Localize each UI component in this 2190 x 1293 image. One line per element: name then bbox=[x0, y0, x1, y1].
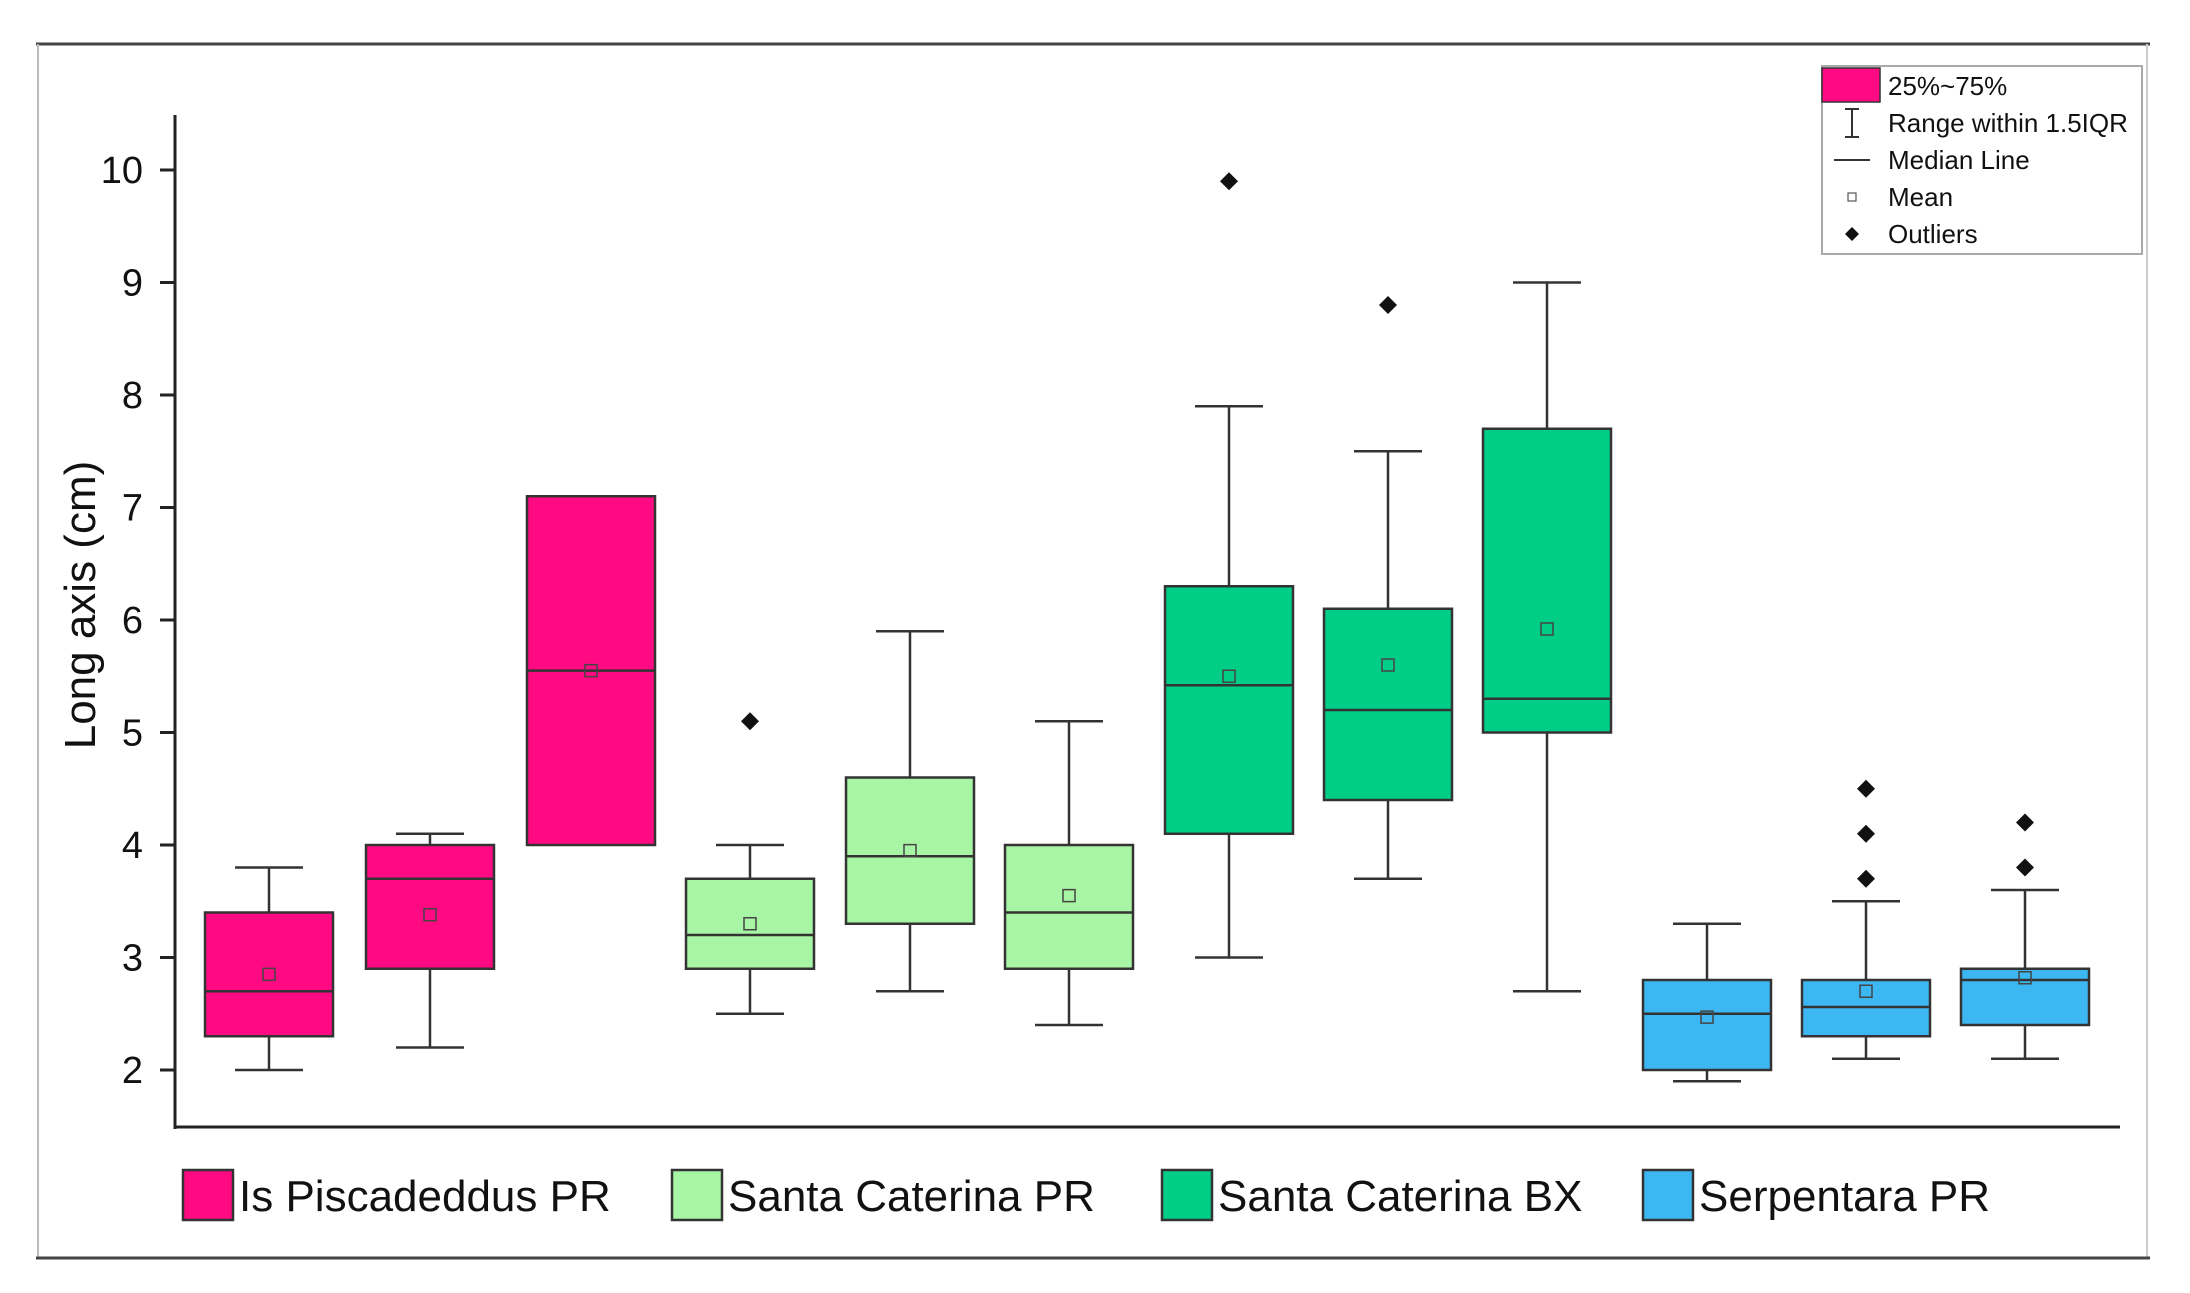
y-tick-label: 9 bbox=[122, 263, 143, 305]
mean-marker bbox=[1859, 984, 1873, 998]
outlier-point bbox=[2016, 858, 2034, 877]
stats-legend-label: Range within 1.5IQR bbox=[1888, 108, 2128, 138]
stats-legend-label: Outliers bbox=[1888, 219, 1978, 249]
box-8 bbox=[1322, 296, 1454, 880]
box-12 bbox=[1959, 813, 2091, 1060]
box-iqr bbox=[1003, 843, 1135, 970]
mean-marker bbox=[262, 967, 276, 982]
outlier-point bbox=[1857, 779, 1875, 798]
box-11 bbox=[1800, 779, 1932, 1060]
mean-marker bbox=[2018, 971, 2032, 985]
y-tick-label: 10 bbox=[101, 150, 143, 192]
mean-marker bbox=[1540, 622, 1554, 636]
mean-marker bbox=[1381, 658, 1395, 672]
mean-marker bbox=[1700, 1010, 1714, 1024]
box-iqr bbox=[684, 877, 816, 970]
box-9 bbox=[1481, 281, 1613, 993]
outlier-point bbox=[1379, 296, 1397, 314]
outlier-point bbox=[1857, 824, 1875, 843]
mean-marker bbox=[903, 843, 917, 858]
y-axis-ticks: 2 3 4 5 6 7 8 9 10 bbox=[101, 150, 175, 1092]
group-legend-swatch bbox=[1160, 1168, 1214, 1222]
legend-outlier-icon bbox=[1845, 227, 1859, 241]
group-legend-label: Is Piscadeddus PR bbox=[239, 1172, 611, 1221]
outlier-point bbox=[741, 712, 759, 731]
y-axis-title: Long axis (cm) bbox=[56, 461, 105, 750]
stats-legend-label: Median Line bbox=[1888, 145, 2030, 175]
box-iqr bbox=[844, 776, 976, 925]
outlier-point bbox=[2016, 813, 2034, 832]
box-4 bbox=[684, 712, 816, 1015]
box-iqr bbox=[1959, 967, 2091, 1027]
group-legend-label: Santa Caterina PR bbox=[728, 1172, 1095, 1221]
box-1 bbox=[203, 866, 335, 1072]
stats-legend-label: Mean bbox=[1888, 182, 1953, 212]
mean-marker bbox=[1062, 888, 1076, 903]
legend-mean-icon bbox=[1847, 192, 1857, 202]
box-iqr bbox=[203, 911, 335, 1038]
y-tick-label: 3 bbox=[122, 938, 143, 980]
boxes-layer bbox=[203, 172, 2091, 1083]
box-iqr bbox=[1163, 585, 1295, 835]
group-legend-swatch bbox=[1641, 1168, 1695, 1222]
box-7 bbox=[1163, 172, 1295, 959]
box-iqr bbox=[364, 843, 496, 970]
y-tick-label: 8 bbox=[122, 375, 143, 417]
y-tick-label: 4 bbox=[122, 825, 143, 867]
legend-box-icon bbox=[1821, 67, 1881, 103]
y-tick-label: 2 bbox=[122, 1050, 143, 1092]
box-10 bbox=[1641, 922, 1773, 1083]
group-legend-swatch bbox=[670, 1168, 724, 1222]
mean-marker bbox=[743, 917, 757, 931]
group-legend-label: Santa Caterina BX bbox=[1218, 1172, 1582, 1221]
box-2 bbox=[364, 832, 496, 1049]
group-legend-label: Serpentara PR bbox=[1699, 1172, 1990, 1221]
y-tick-label: 6 bbox=[122, 600, 143, 642]
box-iqr bbox=[1641, 978, 1773, 1072]
stats-legend: 25%~75% Range within 1.5IQR Median Line Mea… bbox=[1821, 65, 2143, 255]
outlier-point bbox=[1857, 869, 1875, 888]
outlier-point bbox=[1220, 172, 1238, 191]
box-iqr bbox=[1481, 427, 1613, 734]
mean-marker bbox=[584, 663, 598, 678]
group-legend: Is Piscadeddus PR Santa Caterina PR Santa … bbox=[181, 1168, 1990, 1222]
box-5 bbox=[844, 630, 976, 993]
mean-marker bbox=[423, 908, 437, 922]
mean-marker bbox=[1222, 669, 1236, 683]
y-tick-label: 7 bbox=[122, 488, 143, 530]
box-iqr bbox=[1322, 607, 1454, 802]
group-legend-swatch bbox=[181, 1168, 235, 1222]
box-6 bbox=[1003, 720, 1135, 1027]
stats-legend-label: 25%~75% bbox=[1888, 71, 2007, 101]
y-tick-label: 5 bbox=[122, 713, 143, 755]
box-3 bbox=[525, 495, 657, 847]
